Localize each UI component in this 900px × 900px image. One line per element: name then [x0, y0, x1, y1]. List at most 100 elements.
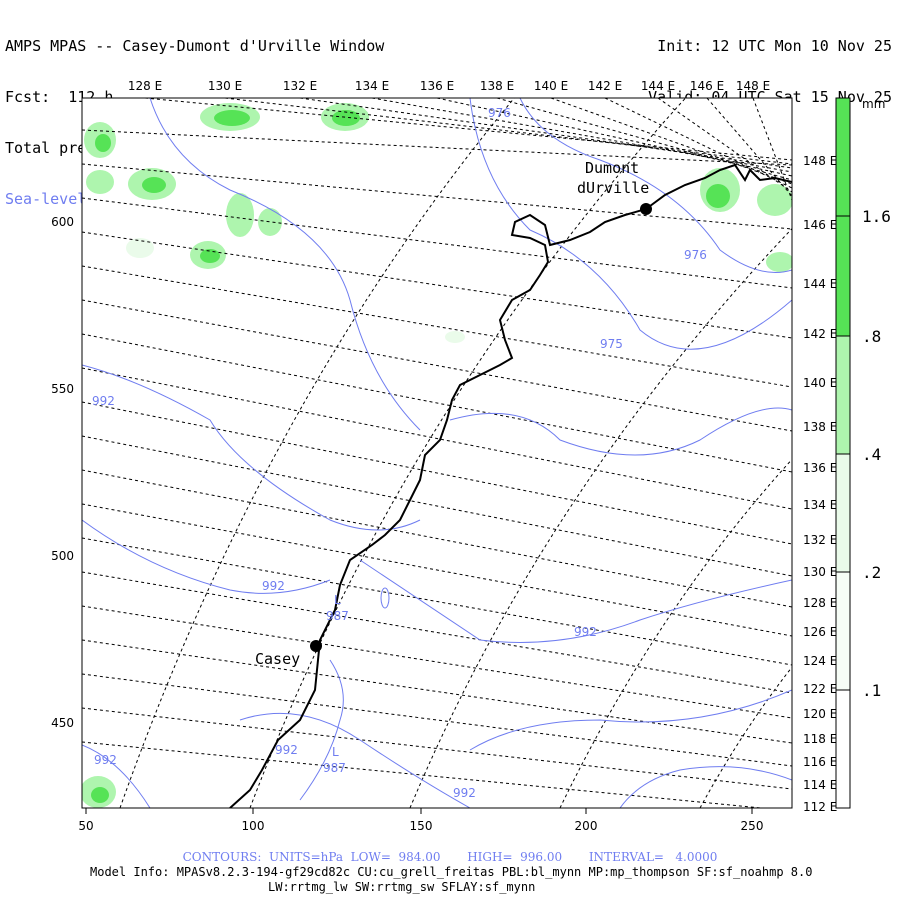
- grid-x-label: 50: [78, 819, 93, 833]
- meridian-line: [224, 98, 792, 165]
- colorbar-segment: [836, 216, 850, 336]
- parallel-line: [119, 98, 515, 808]
- top-axis-label: 134 E: [355, 79, 389, 93]
- precip-patch: [86, 170, 114, 194]
- right-axis-label: 142 E: [803, 327, 837, 341]
- contour-line: [449, 407, 792, 456]
- right-axis-label: 118 E: [803, 732, 837, 746]
- colorbar-label: .2: [862, 563, 881, 582]
- meridian-line: [82, 197, 792, 289]
- top-axis-label: 140 E: [534, 79, 568, 93]
- physics-info: LW:rrtmg_lw SW:rrtmg_sw SFLAY:sf_mynn: [268, 880, 536, 894]
- right-axis-label: 132 E: [803, 533, 837, 547]
- precip-patch: [126, 238, 154, 258]
- meridian-line: [604, 98, 792, 189]
- meridian-line: [82, 469, 792, 608]
- right-axis-label: 148 E: [803, 154, 837, 168]
- top-axis-label: 138 E: [480, 79, 514, 93]
- precip-patch: [190, 241, 226, 269]
- contour-line: [299, 659, 344, 801]
- meridian-line: [82, 741, 767, 808]
- place-label: Casey: [255, 650, 300, 668]
- contour-line: [239, 712, 471, 808]
- contour-line: [380, 587, 390, 609]
- plot-area: [82, 98, 792, 808]
- top-axis-label: 146 E: [690, 79, 724, 93]
- meridian-line: [82, 333, 792, 473]
- right-axis-label: 144 E: [803, 277, 837, 291]
- station-marker: [640, 203, 652, 215]
- right-axis-label: 126 E: [803, 625, 837, 639]
- contour-label: 987: [323, 761, 346, 775]
- right-axis-label: 120 E: [803, 707, 837, 721]
- meridian-line: [82, 401, 792, 545]
- model-info: Model Info: MPASv8.2.3-194-gf29cd82c CU:…: [90, 865, 813, 879]
- contour-label: 992: [92, 394, 115, 408]
- parallels: [119, 98, 792, 808]
- top-axis-label: 130 E: [208, 79, 242, 93]
- grid-y-label: 450: [51, 716, 74, 730]
- meridian-line: [299, 98, 792, 169]
- colorbar-unit: mm: [862, 97, 885, 111]
- contour-line: [619, 766, 792, 808]
- right-axis-label: 134 E: [803, 498, 837, 512]
- low-marker: L: [334, 593, 341, 607]
- contour-label: 992: [94, 753, 117, 767]
- right-axis-label: 116 E: [803, 755, 837, 769]
- init-time: Init: 12 UTC Mon 10 Nov 25: [657, 37, 892, 55]
- precip-patch: [200, 103, 260, 131]
- meridian-line: [550, 98, 792, 185]
- right-axis-label: 140 E: [803, 376, 837, 390]
- right-axis: 148 E 146 E 144 E 142 E 140 E 138 E 136 E 134 E…: [803, 154, 837, 814]
- plot-frame: [81, 97, 793, 809]
- colorbar: mm 1.6 .8 .4 .2 .1: [835, 97, 891, 809]
- precip-patch: [700, 168, 740, 212]
- right-axis-label: 130 E: [803, 565, 837, 579]
- top-axis-label: 148 E: [736, 79, 770, 93]
- graticule: [82, 98, 792, 808]
- colorbar-segment: [836, 572, 850, 690]
- precip-patch: [445, 331, 465, 343]
- contour-label: 992: [453, 786, 476, 800]
- top-axis-label: 132 E: [283, 79, 317, 93]
- grid-y-label: 600: [51, 215, 74, 229]
- contour-line: [82, 744, 151, 808]
- precip-patch: [757, 184, 792, 272]
- contour-label: 976: [488, 106, 511, 120]
- contour-line: [469, 98, 792, 350]
- precip-patch: [128, 168, 176, 200]
- right-axis-label: 138 E: [803, 420, 837, 434]
- station-marker: [310, 640, 322, 652]
- contour-label: 992: [275, 743, 298, 757]
- top-axis-label: 128 E: [128, 79, 162, 93]
- grid-y-label: 500: [51, 549, 74, 563]
- low-marker: L: [332, 745, 339, 759]
- precip-patches: [82, 103, 792, 808]
- precip-patch: [84, 122, 116, 158]
- contour-line: [359, 559, 792, 643]
- precip-patch: [226, 193, 282, 237]
- parallel-line: [249, 98, 687, 808]
- contour-line: [82, 364, 421, 531]
- top-axis-label: 144 E: [641, 79, 675, 93]
- grid-x-label: 100: [242, 819, 265, 833]
- top-axis: 128 E 130 E 132 E 134 E 136 E 138 E 140 E 142 E…: [128, 79, 770, 93]
- meridian-line: [371, 98, 792, 173]
- meridian-line: [82, 537, 792, 666]
- colorbar-frame: [835, 97, 851, 809]
- meridian-line: [82, 129, 792, 166]
- meridian-line: [82, 503, 792, 637]
- contour-line: [82, 519, 331, 594]
- contour-label: 987: [326, 609, 349, 623]
- top-axis-label: 136 E: [420, 79, 454, 93]
- right-axis-label: 146 E: [803, 218, 837, 232]
- colorbar-segment: [836, 454, 850, 572]
- place-label: dUrville: [577, 179, 649, 197]
- meridian-line: [82, 673, 792, 767]
- colorbar-label: .1: [862, 681, 881, 700]
- grid-y-label: 550: [51, 382, 74, 396]
- right-axis-label: 136 E: [803, 461, 837, 475]
- parallel-line: [559, 458, 792, 808]
- right-axis-label: 124 E: [803, 654, 837, 668]
